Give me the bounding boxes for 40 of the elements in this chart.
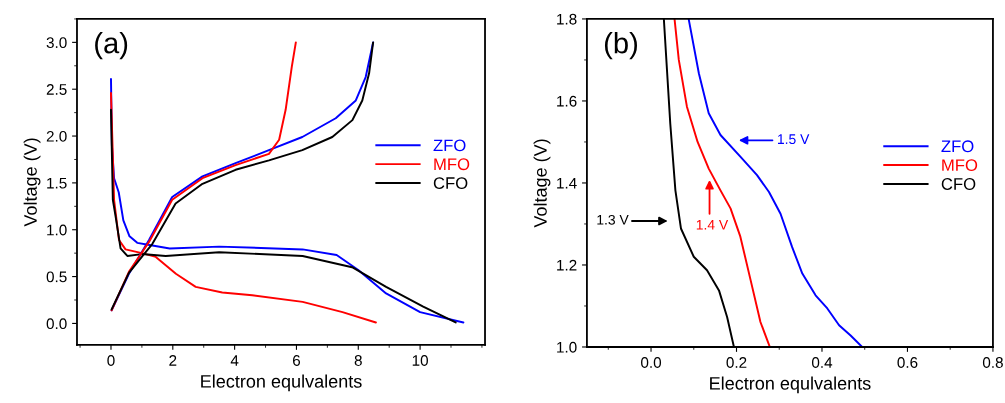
y-tick-label: 0.0 bbox=[46, 318, 67, 330]
x-tick-label: 0.8 bbox=[982, 357, 1003, 368]
line-series bbox=[673, 18, 771, 347]
x-axis-title: Electron equlvalents bbox=[710, 376, 871, 394]
annotation: 1.5 V bbox=[778, 134, 810, 145]
legend-label: CFO bbox=[433, 177, 468, 189]
y-axis-title: Voltage (V) bbox=[533, 139, 551, 228]
y-tick-label: 1.4 bbox=[557, 177, 577, 189]
chart-title: (b) bbox=[604, 32, 637, 60]
y-tick-label: 1.6 bbox=[557, 95, 577, 107]
x-tick-label: 0.2 bbox=[726, 357, 747, 368]
y-tick-label: 1.2 bbox=[557, 259, 577, 271]
x-tick-label: 4 bbox=[230, 355, 239, 366]
y-tick-label: 2.5 bbox=[46, 84, 67, 95]
chart-title: (a) bbox=[95, 31, 128, 60]
y-tick-label: 1.0 bbox=[47, 224, 67, 236]
x-tick-label: 6 bbox=[292, 355, 301, 366]
y-tick-label: 1.8 bbox=[557, 13, 577, 25]
x-tick-label: 0.4 bbox=[811, 357, 833, 368]
annotation: 1.4 V bbox=[696, 219, 729, 230]
x-axis-title: Electron equlvalents bbox=[201, 374, 362, 392]
x-tick-label: 2 bbox=[169, 355, 177, 366]
legend-label: MFO bbox=[434, 158, 470, 171]
x-tick-label: 0.0 bbox=[641, 357, 662, 368]
x-tick-label: 10 bbox=[412, 355, 428, 366]
y-axis-title: Voltage (V) bbox=[23, 138, 41, 227]
y-tick-label: 2.0 bbox=[46, 130, 67, 142]
legend-label: ZFO bbox=[433, 139, 466, 152]
legend-label: CFO bbox=[941, 178, 976, 190]
x-tick-label: 0 bbox=[107, 355, 115, 366]
x-tick-label: 0.6 bbox=[897, 357, 918, 368]
y-tick-label: 1.5 bbox=[47, 177, 67, 189]
y-tick-label: 0.5 bbox=[46, 271, 67, 283]
annotation: 1.3 V bbox=[597, 214, 629, 225]
legend-label: ZFO bbox=[941, 140, 974, 153]
y-tick-label: 3.0 bbox=[46, 37, 67, 49]
x-tick-label: 8 bbox=[354, 355, 362, 366]
line-series bbox=[687, 18, 864, 347]
y-tick-label: 1.0 bbox=[557, 341, 577, 353]
legend-label: MFO bbox=[942, 159, 978, 172]
